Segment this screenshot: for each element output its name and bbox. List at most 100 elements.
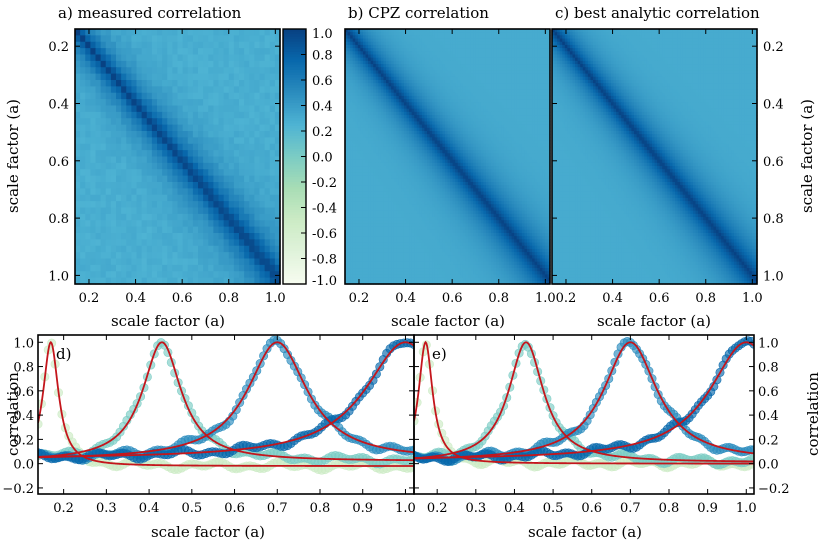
heatmap-cell	[401, 127, 405, 132]
heatmap-cell	[357, 70, 361, 75]
heatmap-cell	[406, 67, 410, 72]
heatmap-cell	[85, 226, 91, 234]
heatmap-cell	[388, 57, 392, 62]
heatmap-cell	[506, 29, 510, 33]
heatmap-cell	[424, 134, 428, 138]
heatmap-cell	[503, 121, 508, 126]
heatmap-cell	[488, 48, 492, 52]
heatmap-cell	[468, 137, 472, 142]
heatmap-cell	[121, 213, 127, 221]
heatmap-cell	[396, 95, 400, 100]
heatmap-cell	[398, 57, 402, 62]
heatmap-cell	[447, 54, 451, 59]
heatmap-cell	[136, 233, 143, 240]
heatmap-cell	[187, 233, 194, 240]
heatmap-cell	[388, 64, 392, 68]
heatmap-cell	[521, 51, 525, 56]
heatmap-cell	[370, 83, 374, 87]
heatmap-cell	[462, 60, 467, 65]
heatmap-cell	[355, 124, 359, 129]
heatmap-cell	[455, 121, 459, 126]
panel-a-title: a) measured correlation	[58, 4, 242, 22]
heatmap-cell	[254, 143, 261, 151]
heatmap-cell	[519, 80, 523, 84]
heatmap-cell	[429, 121, 433, 126]
heatmap-cell	[105, 54, 112, 62]
heatmap-cell	[167, 41, 173, 49]
heatmap-cell	[264, 150, 271, 158]
heatmap-cell	[192, 73, 199, 81]
heatmap-cell	[465, 57, 469, 62]
heatmap-cell	[506, 60, 510, 65]
heatmap-cell	[468, 76, 472, 81]
heatmap-cell	[403, 44, 408, 49]
heatmap-cell	[362, 99, 367, 103]
heatmap-cell	[498, 95, 502, 100]
heatmap-cell	[141, 201, 148, 209]
heatmap-cell	[192, 86, 199, 94]
heatmap-cell	[131, 48, 138, 56]
heatmap-cell	[249, 80, 255, 87]
heatmap-cell	[491, 32, 495, 36]
heatmap-cell	[462, 115, 467, 119]
heatmap-cell	[345, 127, 349, 132]
heatmap-cell	[457, 111, 461, 116]
heatmap-cell	[100, 86, 107, 94]
heatmap-cell	[85, 188, 91, 196]
heatmap-cell	[357, 57, 361, 62]
heatmap-cell	[496, 95, 500, 100]
heatmap-cell	[416, 111, 420, 116]
heatmap-cell	[131, 111, 138, 119]
heatmap-cell	[544, 102, 549, 107]
heatmap-cell	[249, 182, 255, 189]
heatmap-cell	[105, 92, 112, 100]
heatmap-cell	[345, 140, 349, 145]
heatmap-cell	[457, 57, 461, 62]
heatmap-cell	[526, 102, 531, 107]
heatmap-cell	[141, 233, 148, 240]
heatmap-cell	[269, 213, 276, 221]
heatmap-cell	[254, 175, 261, 183]
heatmap-cell	[416, 54, 420, 59]
heatmap-cell	[386, 76, 390, 81]
heatmap-cell	[172, 194, 179, 202]
heatmap-cell	[439, 83, 443, 87]
heatmap-cell	[208, 111, 214, 119]
heatmap-cell	[151, 213, 158, 221]
heatmap-cell	[409, 60, 413, 65]
heatmap-cell	[121, 29, 127, 36]
heatmap-cell	[419, 32, 423, 36]
heatmap-cell	[90, 220, 97, 228]
heatmap-cell	[362, 92, 367, 97]
heatmap-cell	[110, 169, 117, 177]
heatmap-cell	[526, 86, 531, 91]
heatmap-cell	[228, 111, 235, 119]
heatmap-cell	[264, 73, 271, 81]
heatmap-cell	[355, 118, 359, 123]
heatmap-cell	[249, 143, 255, 151]
heatmap-cell	[141, 175, 148, 183]
heatmap-cell	[524, 76, 528, 81]
heatmap-cell	[470, 92, 474, 97]
heatmap-cell	[357, 76, 361, 81]
heatmap-cell	[473, 102, 477, 107]
heatmap-cell	[503, 32, 508, 36]
heatmap-cell	[373, 35, 377, 40]
heatmap-cell	[249, 54, 255, 62]
heatmap-cell	[141, 252, 148, 260]
heatmap-cell	[488, 54, 492, 59]
heatmap-cell	[100, 264, 107, 272]
heatmap-cell	[447, 38, 451, 43]
heatmap-cell	[182, 271, 189, 279]
heatmap-cell	[534, 57, 538, 62]
heatmap-cell	[501, 41, 505, 46]
heatmap-cell	[409, 48, 413, 52]
heatmap-cell	[110, 162, 117, 170]
heatmap-cell	[218, 162, 225, 170]
heatmap-cell	[450, 35, 454, 40]
heatmap-cell	[146, 233, 153, 240]
heatmap-cell	[509, 134, 513, 138]
heatmap-cell	[105, 60, 112, 68]
heatmap-cell	[398, 121, 402, 126]
heatmap-cell	[416, 115, 420, 119]
